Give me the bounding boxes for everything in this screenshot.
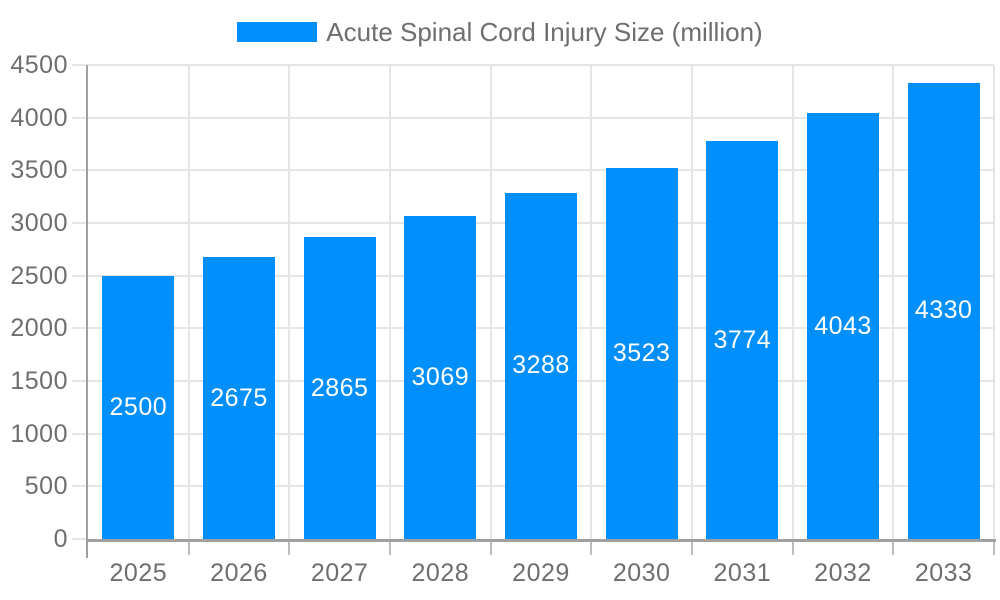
y-axis-tick [72,538,88,540]
x-axis-tick [892,542,895,555]
x-axis-tick [590,542,593,555]
x-axis-tick [791,542,794,555]
x-axis-line [86,539,996,542]
x-gridline [590,65,593,539]
bar-value-label: 4330 [914,296,973,325]
x-axis-label: 2026 [210,559,268,587]
x-gridline [187,65,190,539]
bar-value-label: 4043 [814,311,872,340]
legend-label: Acute Spinal Cord Injury Size (million) [326,17,763,47]
bar-2032[interactable]: 4043 [807,113,879,539]
y-axis-label: 1000 [10,419,68,448]
legend-item[interactable]: Acute Spinal Cord Injury Size (million) [0,17,1000,47]
x-axis-tick [489,542,492,555]
y-axis-label: 0 [53,525,68,553]
bar-2029[interactable]: 3288 [505,192,577,539]
x-axis-label: 2030 [612,559,671,587]
bar-2031[interactable]: 3774 [706,141,779,539]
y-axis-tick [72,380,88,382]
y-axis-label: 4000 [10,103,68,132]
y-axis-label: 2000 [10,314,68,343]
y-axis-label: 3000 [10,209,68,237]
y-axis-label: 500 [24,472,68,501]
bar-value-label: 2500 [109,392,168,421]
x-gridline [892,65,895,539]
x-axis-label: 2032 [814,559,872,587]
bar-2033[interactable]: 4330 [907,82,980,539]
x-gridline [993,65,995,539]
bar-value-label: 3774 [713,325,772,354]
y-gridline [88,116,994,119]
bar-value-label: 3288 [512,351,570,380]
x-axis-label: 2028 [411,559,470,587]
x-gridline [691,65,693,539]
y-axis-line [86,65,88,558]
y-axis-tick [72,222,88,224]
y-axis-label: 3500 [10,156,68,185]
y-gridline [88,169,994,172]
y-axis-label: 2500 [10,261,68,290]
legend-swatch [237,22,318,42]
x-axis-label: 2025 [109,559,168,587]
y-axis-label: 1500 [10,367,68,395]
bar-value-label: 3523 [612,338,671,367]
bar-2027[interactable]: 2865 [303,237,376,539]
bar-value-label: 3069 [411,362,470,391]
x-gridline [489,65,492,539]
bar-2025[interactable]: 2500 [102,275,175,539]
x-axis-label: 2033 [914,559,973,587]
bar-2026[interactable]: 2675 [203,257,275,539]
bar-value-label: 2675 [210,383,268,412]
bar-value-label: 2865 [310,373,369,402]
y-axis-tick [72,116,88,119]
y-axis-tick [72,485,88,488]
x-gridline [791,65,794,539]
x-axis-tick [288,542,291,555]
y-axis-tick [72,169,88,172]
y-axis-tick [72,432,88,435]
x-axis-label: 2031 [713,559,772,587]
x-axis-tick [691,542,693,555]
y-axis-tick [72,327,88,330]
x-axis-tick [389,542,391,555]
y-gridline [88,64,994,66]
x-axis-label: 2029 [512,559,570,587]
y-axis-tick [72,274,88,277]
bar-2030[interactable]: 3523 [605,167,678,539]
x-axis-label: 2027 [310,559,369,587]
x-axis-tick [993,542,995,555]
x-gridline [288,65,291,539]
x-gridline [389,65,391,539]
x-axis-tick [187,542,190,555]
y-axis-tick [72,64,88,66]
y-axis-label: 4500 [10,51,68,79]
bar-2028[interactable]: 3069 [404,215,477,539]
